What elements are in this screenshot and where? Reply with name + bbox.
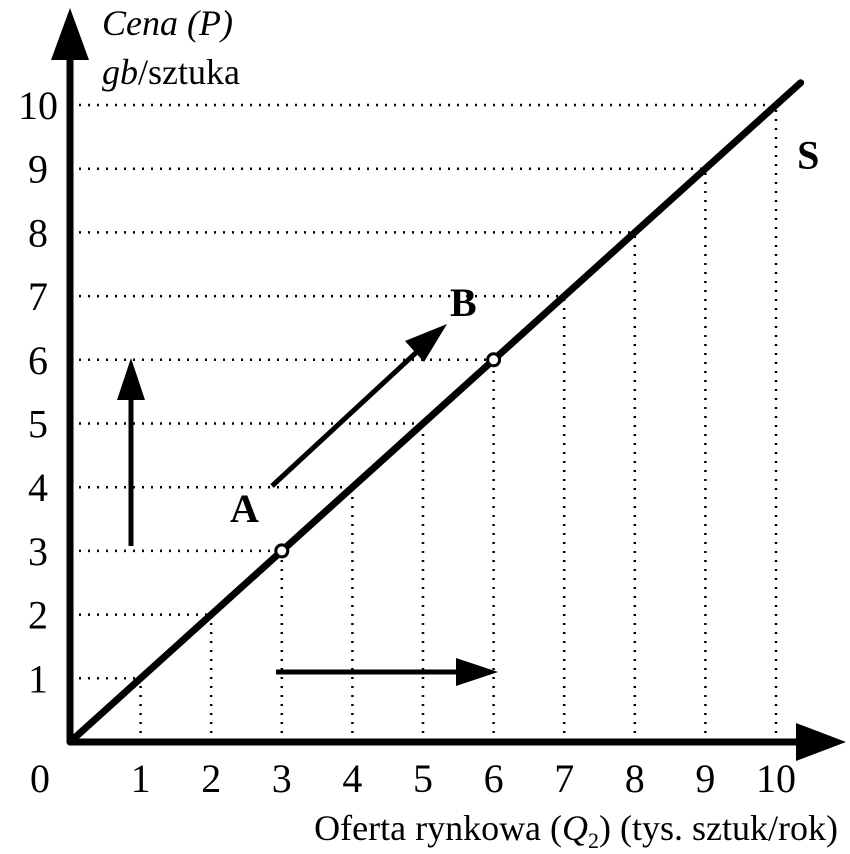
supply-curve-line [66, 79, 805, 746]
price-increase-arrow [117, 358, 145, 546]
x-tick-label-2: 2 [201, 756, 221, 801]
x-tick-label-3: 3 [272, 756, 292, 801]
x-tick-label-7: 7 [554, 756, 574, 801]
movement-along-curve-arrow [270, 324, 447, 488]
x-tick-label-6: 6 [484, 756, 504, 801]
y-tick-label-2: 2 [28, 593, 48, 638]
x-tick-label-1: 1 [131, 756, 151, 801]
x-axis-arrowhead [796, 723, 846, 761]
x-axis-label: Oferta rynkowa (Q2) (tys. sztuk/rok) [314, 808, 838, 853]
y-tick-label-7: 7 [28, 274, 48, 319]
y-tick-label-5: 5 [28, 402, 48, 447]
origin-label: 0 [30, 756, 50, 801]
x-tick-label-8: 8 [625, 756, 645, 801]
y-tick-label-10: 10 [18, 83, 58, 128]
x-tick-label-10: 10 [756, 756, 796, 801]
x-tick-label-5: 5 [413, 756, 433, 801]
y-tick-label-1: 1 [28, 656, 48, 701]
point-b-label: B [450, 280, 477, 325]
point-a-label: A [230, 486, 259, 531]
x-tick-label-9: 9 [695, 756, 715, 801]
grid-lines [70, 103, 778, 742]
quantity-increase-arrow [276, 658, 498, 686]
y-tick-label-4: 4 [28, 465, 48, 510]
point-b-marker [486, 352, 502, 368]
y-axis-label-line1: Cena (P) [102, 3, 233, 43]
supply-curve-label: S [797, 133, 819, 178]
y-tick-label-6: 6 [28, 338, 48, 383]
y-axis-arrowhead [51, 8, 89, 60]
tick-labels: 1 2 3 4 5 6 7 8 9 10 1 2 3 4 5 6 7 8 9 10 [18, 83, 796, 801]
y-tick-label-8: 8 [28, 210, 48, 255]
x-tick-label-4: 4 [342, 756, 362, 801]
y-tick-label-3: 3 [28, 529, 48, 574]
y-tick-label-9: 9 [28, 147, 48, 192]
y-axis-label-line2: gb/sztuka [102, 52, 240, 92]
point-a-marker [274, 543, 290, 559]
